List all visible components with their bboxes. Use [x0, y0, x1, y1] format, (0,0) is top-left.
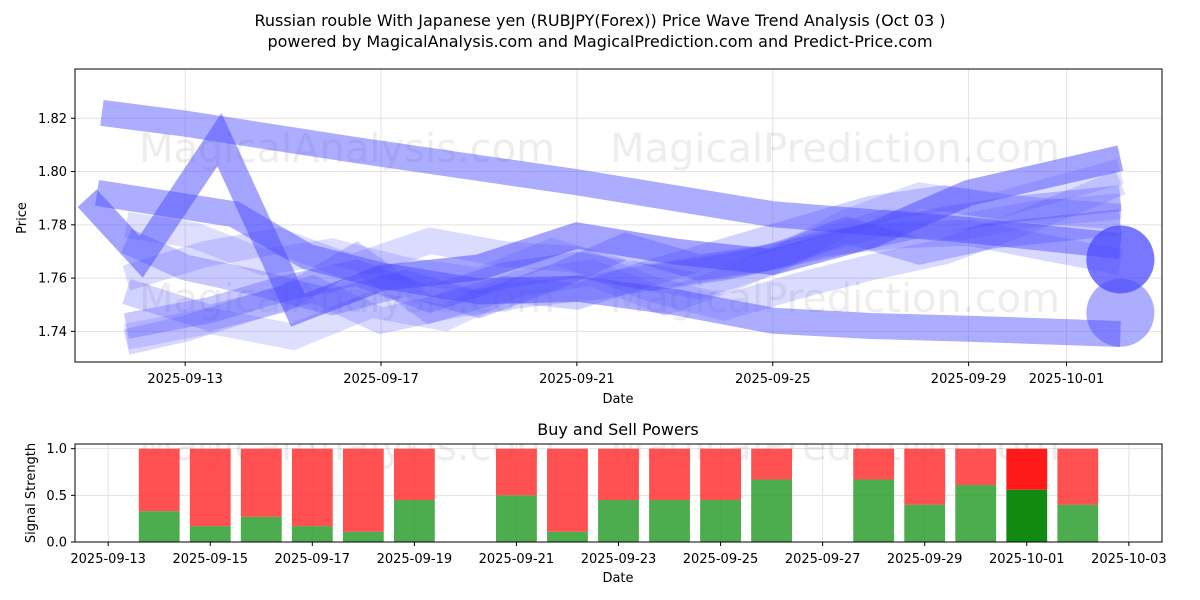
sell-power-bar: [955, 448, 997, 486]
price-x-tick-label: 2025-09-29: [931, 372, 1007, 387]
buy-power-bar: [1057, 504, 1099, 542]
price-wave-wave-4: [123, 185, 1122, 339]
buy-sell-x-tick-label: 2025-09-25: [683, 552, 759, 567]
buy-sell-x-tick-label: 2025-09-15: [172, 552, 248, 567]
buy-sell-x-tick-label: 2025-09-29: [887, 552, 963, 567]
buy-sell-x-tick-label: 2025-10-01: [989, 552, 1065, 567]
buy-sell-x-axis-label: Date: [602, 571, 633, 586]
price-y-ticks: 1.74 1.76 1.78 1.80 1.82: [38, 112, 75, 340]
price-wave-wave-8: [122, 170, 1126, 321]
buy-sell-x-tick-label: 2025-09-17: [275, 552, 351, 567]
sell-power-bar: [751, 448, 793, 480]
buy-power-bar: [240, 516, 282, 542]
buy-power-bar: [547, 531, 588, 542]
price-wave-panel: MagicalAnalysis.com MagicalPrediction.co…: [15, 68, 1163, 407]
buy-sell-x-tick-label: 2025-09-27: [785, 552, 861, 567]
price-wave-endpoint-marker: [1086, 278, 1155, 347]
sell-power-bar: [496, 448, 537, 496]
price-wave-wave-5: [121, 209, 1122, 319]
buy-power-bar: [904, 504, 946, 542]
chart-title: Russian rouble With Japanese yen (RUBJPY…: [254, 11, 945, 30]
buy-sell-panel: Buy and Sell Powers MagicalAnalysis.com …: [24, 420, 1167, 586]
sell-power-bar: [189, 448, 231, 527]
buy-power-bar: [853, 479, 895, 542]
sell-power-bar: [138, 448, 180, 512]
sell-power-bar: [598, 448, 639, 500]
buy-power-bar: [496, 495, 537, 542]
buy-sell-x-ticks: 2025-09-13 2025-09-15 2025-09-17 2025-09-19…: [70, 542, 1167, 567]
buy-sell-x-tick-label: 2025-09-19: [377, 552, 453, 567]
price-y-axis-label: Price: [15, 202, 30, 234]
buy-power-bar: [751, 479, 793, 542]
buy-power-bar: [393, 500, 435, 542]
buy-sell-bars: [138, 448, 1099, 542]
price-wave-wave-6: [122, 185, 1122, 332]
price-wave-wave-9: [124, 158, 1124, 300]
price-x-tick-label: 2025-09-25: [735, 372, 811, 387]
buy-sell-title: Buy and Sell Powers: [537, 420, 699, 439]
buy-sell-y-tick-label: 1.0: [46, 442, 67, 457]
sell-power-bar: [547, 448, 588, 532]
buy-power-bar: [598, 500, 639, 542]
sell-power-bar: [1006, 448, 1048, 490]
buy-sell-y-tick-label: 0.5: [46, 489, 67, 504]
sell-power-bar: [240, 448, 282, 517]
sell-power-bar: [393, 448, 435, 500]
buy-sell-y-tick-label: 0.0: [46, 536, 67, 551]
buy-power-bar: [342, 531, 384, 542]
price-y-tick-label: 1.76: [38, 272, 67, 287]
sell-power-bar: [904, 448, 946, 505]
price-wave-wave-7: [123, 219, 1123, 355]
buy-sell-y-axis-label: Signal Strength: [24, 443, 39, 543]
price-axes-frame: [74, 68, 1163, 363]
buy-power-bar: [1006, 489, 1048, 542]
price-waves: [77, 100, 1155, 355]
sell-power-bar: [700, 448, 741, 500]
price-y-tick-label: 1.74: [38, 325, 67, 340]
watermark-prediction-top: MagicalPrediction.com: [610, 126, 1060, 172]
price-x-tick-label: 2025-09-21: [539, 372, 615, 387]
price-wave-wave-3: [95, 180, 1121, 347]
buy-sell-x-tick-label: 2025-09-23: [581, 552, 657, 567]
chart-subtitle: powered by MagicalAnalysis.com and Magic…: [267, 32, 932, 51]
price-x-tick-label: 2025-09-17: [343, 372, 419, 387]
buy-power-bar: [291, 526, 333, 542]
price-wave-wave-10: [123, 193, 1122, 351]
buy-sell-x-tick-label: 2025-10-03: [1091, 552, 1167, 567]
price-x-tick-label: 2025-10-01: [1029, 372, 1105, 387]
buy-power-bar: [955, 485, 997, 542]
buy-power-bar: [189, 526, 231, 542]
price-wave-wave-2: [77, 113, 1124, 327]
sell-power-bar: [1057, 448, 1099, 505]
price-x-ticks: 2025-09-13 2025-09-17 2025-09-21 2025-09-25…: [147, 362, 1104, 387]
buy-power-bar: [649, 500, 690, 542]
price-wave-endpoint-marker: [1086, 225, 1155, 294]
watermark-prediction-mid: MagicalPrediction.com: [610, 276, 1060, 322]
buy-sell-x-tick-label: 2025-09-13: [70, 552, 146, 567]
buy-power-bar: [700, 500, 741, 542]
sell-power-bar: [342, 448, 384, 532]
price-x-tick-label: 2025-09-13: [147, 372, 223, 387]
price-x-axis-label: Date: [602, 392, 633, 407]
price-wave-wave-1: [100, 100, 1122, 260]
buy-sell-y-ticks: 0.0 0.5 1.0: [46, 442, 75, 551]
buy-power-bar: [138, 511, 180, 542]
sell-power-bar: [291, 448, 333, 527]
price-y-tick-label: 1.82: [38, 112, 67, 127]
price-y-tick-label: 1.78: [38, 218, 67, 233]
sell-power-bar: [649, 448, 690, 500]
sell-power-bar: [853, 448, 895, 480]
price-y-tick-label: 1.80: [38, 165, 67, 180]
buy-sell-x-tick-label: 2025-09-21: [479, 552, 555, 567]
